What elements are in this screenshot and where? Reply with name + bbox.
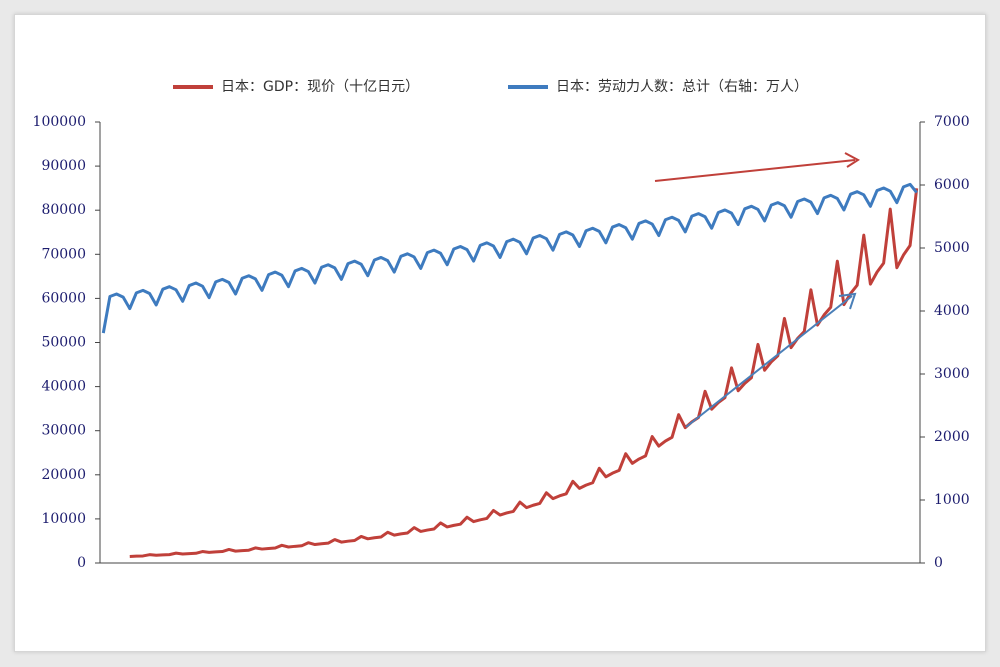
y-tick-label: 10000 [41,511,86,527]
y-tick-label: 40000 [41,379,86,395]
y2-tick-label: 6000 [934,177,970,193]
arrow-head [838,292,857,310]
y-tick-label: 30000 [41,423,86,439]
legend-label: 日本：劳动力人数：总计（右轴：万人） [556,79,808,95]
y-tick-label: 20000 [41,467,86,483]
y-tick-label: 60000 [41,290,86,306]
y-tick-label: 100000 [33,114,86,130]
arrow-head [844,152,860,168]
plot: 0100002000030000400005000060000700008000… [33,114,970,571]
y2-tick-label: 7000 [934,114,970,130]
y-tick-label: 80000 [41,202,86,218]
series-line [129,188,919,558]
arrow [685,295,853,428]
series-line [101,182,918,334]
y-tick-label: 50000 [41,335,86,351]
y-tick-label: 0 [77,555,86,571]
y2-tick-label: 2000 [934,429,970,445]
y2-tick-label: 0 [934,555,943,571]
y2-tick-label: 1000 [934,492,970,508]
y2-tick-label: 4000 [934,303,970,319]
y2-tick-label: 5000 [934,240,970,256]
y2-tick-label: 3000 [934,366,970,382]
card [14,14,986,652]
y-tick-label: 70000 [41,246,86,262]
legend-label: 日本：GDP：现价（十亿日元） [221,79,419,95]
y-tick-label: 90000 [41,158,86,174]
arrow [654,159,856,182]
